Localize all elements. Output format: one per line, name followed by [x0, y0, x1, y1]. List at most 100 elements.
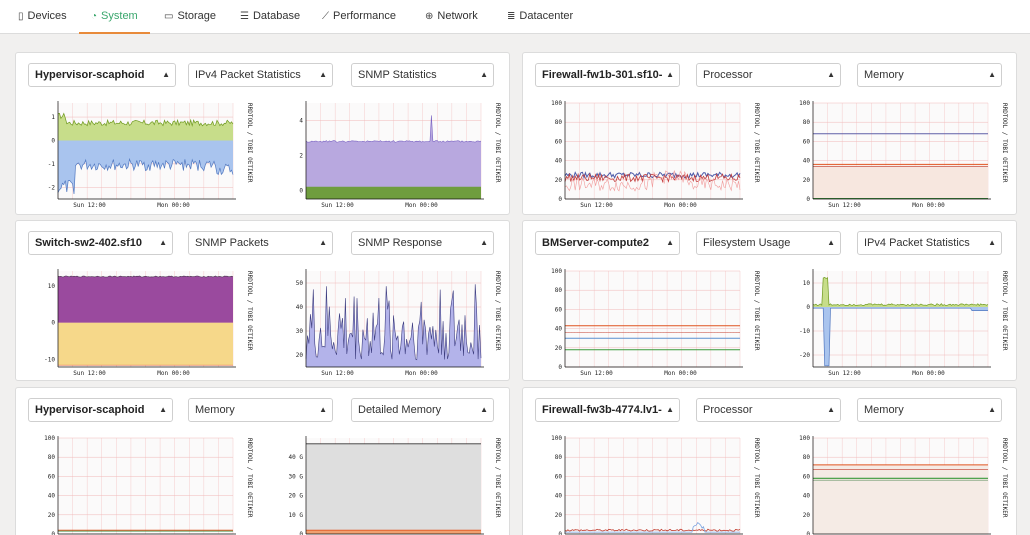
y-tick-label: -10: [799, 328, 810, 335]
rrdtool-watermark: RRDTOOL / TOBI OETIKER: [494, 103, 501, 183]
series-area: [813, 165, 988, 199]
x-tick-label: Mon 00:00: [912, 370, 945, 377]
rrdtool-watermark: RRDTOOL / TOBI OETIKER: [753, 103, 760, 183]
tab-database[interactable]: ☰ Database: [240, 0, 300, 34]
host-select[interactable]: Firewall-fw1b-301.sf10- ▲: [535, 63, 680, 87]
host-select[interactable]: Switch-sw2-402.sf10 ▲: [28, 231, 173, 255]
tab-performance[interactable]: ⟋ Performance: [322, 0, 396, 34]
x-tick-label: Sun 12:00: [73, 202, 106, 209]
graph1-select-value: Processor: [703, 69, 753, 81]
graph2-select[interactable]: IPv4 Packet Statistics ▲: [857, 231, 1002, 255]
host-select[interactable]: Firewall-fw3b-4774.lv1- ▲: [535, 398, 680, 422]
graph1-select[interactable]: Processor ▲: [696, 398, 841, 422]
select-arrows-icon: ▲: [988, 70, 996, 79]
graph2-select[interactable]: SNMP Statistics ▲: [351, 63, 494, 87]
host-select[interactable]: BMServer-compute2 ▲: [535, 231, 680, 255]
x-tick-label: Mon 00:00: [405, 370, 438, 377]
host-select-value: Switch-sw2-402.sf10: [35, 237, 142, 249]
y-tick-label: 4: [299, 117, 303, 124]
graph1-select-value: IPv4 Packet Statistics: [195, 69, 301, 81]
select-arrows-icon: ▲: [319, 405, 327, 414]
host-select[interactable]: Hypervisor-scaphoid ▲: [28, 398, 173, 422]
y-tick-label: 100: [551, 268, 562, 275]
select-arrows-icon: ▲: [480, 238, 488, 247]
y-tick-label: 100: [799, 435, 810, 442]
y-tick-label: 10: [803, 280, 811, 287]
tab-network[interactable]: ⊕ Network: [425, 0, 478, 34]
graph1-select-value: SNMP Packets: [195, 237, 269, 249]
y-tick-label: 80: [803, 119, 811, 126]
series-line: [813, 307, 988, 367]
tab-storage[interactable]: ▭ Storage: [164, 0, 216, 34]
rrdtool-watermark: RRDTOOL / TOBI OETIKER: [1001, 438, 1008, 518]
x-tick-label: Sun 12:00: [73, 370, 106, 377]
y-tick-label: 20: [555, 345, 563, 352]
graph2-select[interactable]: Memory ▲: [857, 398, 1002, 422]
series-area: [58, 140, 233, 194]
rrdtool-watermark: RRDTOOL / TOBI OETIKER: [494, 271, 501, 351]
y-tick-label: 100: [44, 435, 55, 442]
tab-label: Storage: [177, 10, 216, 22]
select-arrows-icon: ▲: [159, 238, 167, 247]
y-tick-label: 0: [806, 196, 810, 203]
y-tick-label: 60: [803, 138, 811, 145]
series-line: [57, 112, 234, 127]
x-tick-label: Mon 00:00: [157, 370, 190, 377]
y-tick-label: 0: [558, 364, 562, 371]
rrd-chart: 10 0 -10 Sun 12:00 Mon 00:00 RRDTOOL / TOBI O…: [28, 263, 254, 380]
graph1-select[interactable]: Filesystem Usage ▲: [696, 231, 841, 255]
select-arrows-icon: ▲: [162, 70, 170, 79]
select-arrows-icon: ▲: [319, 70, 327, 79]
hard-drive-icon: ▭: [164, 11, 174, 22]
graph2-select[interactable]: Detailed Memory ▲: [351, 398, 494, 422]
x-tick-label: Sun 12:00: [828, 370, 861, 377]
y-tick-label: 30 G: [289, 473, 304, 480]
x-tick-label: Mon 00:00: [912, 202, 945, 209]
series-area: [58, 276, 233, 323]
graph1-select[interactable]: IPv4 Packet Statistics ▲: [188, 63, 333, 87]
select-arrows-icon: ▲: [827, 238, 835, 247]
y-tick-label: 0: [51, 531, 55, 535]
y-tick-label: 100: [799, 100, 810, 107]
y-tick-label: -2: [48, 184, 56, 191]
graph1-select[interactable]: SNMP Packets ▲: [188, 231, 333, 255]
graph1-select[interactable]: Memory ▲: [188, 398, 333, 422]
y-tick-label: 40: [555, 493, 563, 500]
tab-datacenter[interactable]: ≣ Datacenter: [507, 0, 573, 34]
rrdtool-watermark: RRDTOOL / TOBI OETIKER: [494, 438, 501, 518]
rrdtool-watermark: RRDTOOL / TOBI OETIKER: [246, 103, 253, 183]
select-arrows-icon: ▲: [827, 405, 835, 414]
graph1-select[interactable]: Processor ▲: [696, 63, 841, 87]
y-tick-label: 60: [48, 473, 56, 480]
x-tick-label: Mon 00:00: [405, 202, 438, 209]
series-line: [305, 284, 482, 361]
y-tick-label: 40: [803, 493, 811, 500]
y-tick-label: 0: [558, 196, 562, 203]
graph1-select-value: Memory: [195, 404, 235, 416]
tab-label: System: [101, 10, 138, 22]
graph2-select-value: Detailed Memory: [358, 404, 442, 416]
tab-system[interactable]: ◔ System: [79, 0, 150, 34]
series-area: [813, 464, 988, 534]
rrdtool-watermark: RRDTOOL / TOBI OETIKER: [246, 271, 253, 351]
tab-devices[interactable]: ▯ Devices: [18, 0, 67, 34]
host-select[interactable]: Hypervisor-scaphoid ▲: [28, 63, 176, 87]
graph2-select[interactable]: Memory ▲: [857, 63, 1002, 87]
graph-panel: Switch-sw2-402.sf10 ▲ SNMP Packets ▲ SNMP …: [15, 220, 510, 381]
line-chart-icon: ⟋: [322, 11, 329, 22]
y-tick-label: 10 G: [289, 512, 304, 519]
select-arrows-icon: ▲: [159, 405, 167, 414]
graph2-select-value: SNMP Response: [358, 237, 443, 249]
select-arrows-icon: ▲: [480, 70, 488, 79]
host-select-value: Hypervisor-scaphoid: [35, 404, 145, 416]
rrd-chart: 1 0 -1 -2 Sun 12:00 Mon 00:00 RRDTOOL / TOBI O…: [28, 95, 254, 214]
y-tick-label: 0: [806, 304, 810, 311]
x-tick-label: Mon 00:00: [664, 370, 697, 377]
graph1-select-value: Filesystem Usage: [703, 237, 791, 249]
dashboard-icon: ◔: [91, 11, 98, 22]
graph2-select[interactable]: SNMP Response ▲: [351, 231, 494, 255]
